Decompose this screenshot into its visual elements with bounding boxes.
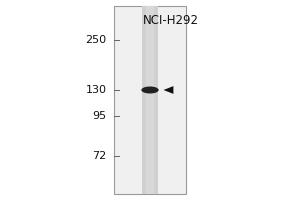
Bar (142, 6, 158, 194)
Text: NCI-H292: NCI-H292 (143, 14, 199, 27)
Ellipse shape (141, 86, 159, 94)
Bar (114, 6, 186, 194)
Text: 72: 72 (92, 151, 106, 161)
Bar (146, 6, 154, 194)
Polygon shape (164, 86, 173, 94)
Text: 95: 95 (92, 111, 106, 121)
Text: 250: 250 (85, 35, 106, 45)
Text: 130: 130 (85, 85, 106, 95)
